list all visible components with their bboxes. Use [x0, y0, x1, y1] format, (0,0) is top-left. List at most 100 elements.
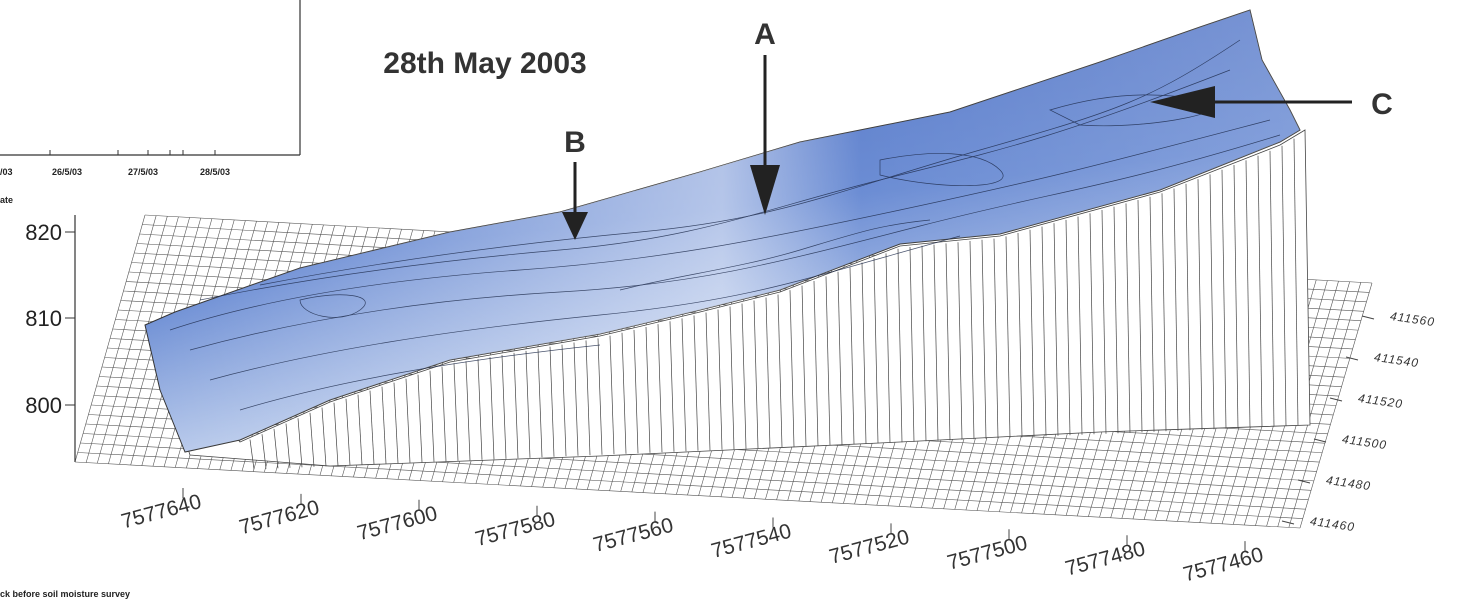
- wall-line: [1257, 155, 1263, 428]
- wall-line: [1065, 219, 1071, 436]
- wall-line: [789, 290, 795, 447]
- wall-line: [681, 318, 687, 452]
- z-axis: 820 810 800: [25, 215, 76, 462]
- wall-line: [1185, 183, 1191, 431]
- wall-line: [1101, 209, 1107, 434]
- y-tick: [1313, 438, 1327, 443]
- wall-line: [1125, 203, 1131, 433]
- wall-line: [705, 312, 711, 451]
- wall-line: [453, 363, 459, 461]
- wall-line: [657, 324, 663, 453]
- wall-line: [417, 374, 423, 463]
- wall-line: [777, 294, 783, 448]
- wall-line: [393, 382, 399, 464]
- wall-line: [897, 248, 903, 443]
- inset-tick-label: 26/5/03: [52, 167, 82, 177]
- x-tick-label: 7577580: [473, 508, 558, 551]
- wall-line: [609, 335, 615, 455]
- wall-line: [1233, 165, 1239, 429]
- x-axis: 7577640 7577620 7577600 7577580 7577560 75775…: [119, 488, 1266, 587]
- x-tick-label: 7577460: [1181, 543, 1266, 586]
- wall-line: [273, 428, 279, 469]
- wall-line: [381, 386, 387, 464]
- wall-line: [585, 340, 591, 456]
- surface-shade: [145, 10, 1300, 452]
- z-tick-label: 810: [25, 306, 62, 331]
- wall-line: [1245, 160, 1251, 428]
- wall-line: [561, 344, 567, 457]
- wall-line: [1029, 229, 1035, 437]
- wall-line: [729, 306, 735, 450]
- wall-line: [369, 390, 375, 465]
- y-tick: [1329, 397, 1343, 402]
- inset-tick-label: 28/5/03: [200, 167, 230, 177]
- y-tick-label: 411540: [1373, 350, 1420, 370]
- wall-line: [921, 245, 927, 442]
- wall-line: [465, 361, 471, 461]
- wall-line: [1149, 196, 1155, 432]
- wall-line: [249, 439, 255, 470]
- wall-line: [573, 342, 579, 456]
- x-tick-label: 7577640: [119, 490, 204, 533]
- wall-line: [741, 303, 747, 449]
- annotation-label: B: [564, 126, 586, 159]
- y-tick: [1281, 520, 1295, 525]
- wall-line: [297, 418, 303, 468]
- figure-title: 28th May 2003: [383, 47, 586, 80]
- wall-line: [501, 354, 507, 459]
- inset-axis-label: ate: [0, 195, 13, 205]
- z-tick-label: 800: [25, 393, 62, 418]
- wall-line: [261, 434, 267, 469]
- wall-line: [1173, 188, 1179, 431]
- y-tick: [1345, 356, 1359, 361]
- wall-line: [1053, 223, 1059, 436]
- wall-line: [885, 253, 891, 443]
- wall-line: [873, 257, 879, 444]
- inset: /03 26/5/03 27/5/03 28/5/03 ate: [0, 0, 301, 205]
- wall-line: [513, 352, 519, 459]
- wall-line: [825, 276, 831, 446]
- y-axis: 411560 411540 411520 411500 411480 411460: [1281, 309, 1436, 534]
- wall-line: [957, 242, 963, 440]
- wall-line: [717, 309, 723, 450]
- contours: [169, 39, 1281, 411]
- wall-line: [333, 402, 339, 466]
- wall-line: [1005, 236, 1011, 438]
- grid-line: [77, 452, 1303, 519]
- wall-line: [1161, 193, 1167, 432]
- x-tick-label: 7577620: [237, 496, 322, 539]
- wall-line: [1077, 216, 1083, 435]
- wall-line: [1209, 174, 1215, 430]
- wall-line: [489, 357, 495, 460]
- caption: ck before soil moisture survey: [0, 589, 130, 599]
- inset-ticks: [49, 150, 216, 155]
- wall-line: [837, 271, 843, 445]
- wall-line: [1137, 200, 1143, 433]
- wall-line: [429, 370, 435, 462]
- wall-line: [753, 300, 759, 449]
- inset-tick-label: 27/5/03: [128, 167, 158, 177]
- annotation-label: C: [1371, 88, 1393, 121]
- x-tick-label: 7577520: [827, 525, 912, 568]
- grid-line: [74, 461, 1301, 529]
- annotation-arrowhead: [1150, 86, 1215, 118]
- wall-line: [345, 398, 351, 466]
- wall-line: [1269, 150, 1275, 427]
- y-tick-label: 411560: [1389, 309, 1436, 329]
- wall-line: [945, 243, 951, 441]
- wall-line: [321, 407, 327, 467]
- wall-line: [441, 366, 447, 462]
- wall-line: [669, 321, 675, 452]
- wall-line: [1089, 213, 1095, 435]
- wall-line: [909, 246, 915, 442]
- wall-line: [525, 350, 531, 458]
- wall-line: [645, 326, 651, 453]
- wall-line: [537, 348, 543, 458]
- wall-line: [1041, 226, 1047, 437]
- annotation-arrowhead: [562, 212, 588, 240]
- y-tick-label: 411480: [1325, 473, 1372, 493]
- wall-line: [849, 267, 855, 445]
- y-tick: [1297, 479, 1311, 484]
- wall-line: [801, 285, 807, 447]
- wall-line: [477, 359, 483, 460]
